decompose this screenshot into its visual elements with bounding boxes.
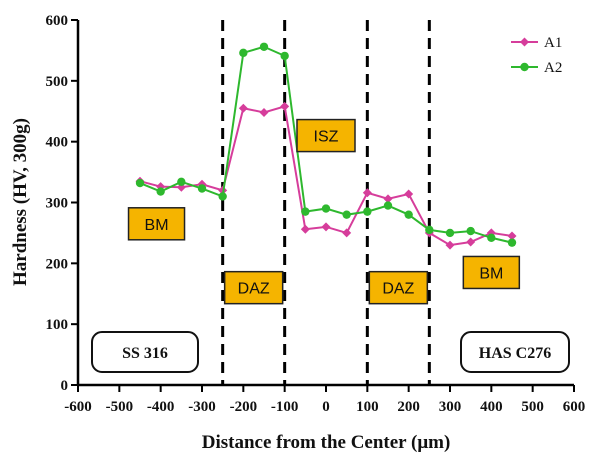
zone-label-box — [368, 270, 429, 305]
series-layer — [135, 42, 517, 250]
material-label-text: HAS C276 — [479, 345, 551, 362]
legend-item-a2: A2 — [511, 60, 562, 76]
material-label-text: SS 316 — [122, 345, 168, 362]
y-tick-label: 500 — [46, 74, 69, 90]
y-tick-label: 0 — [61, 378, 69, 394]
y-tick-label: 600 — [46, 13, 69, 29]
legend-label: A1 — [544, 35, 562, 51]
data-point — [383, 194, 393, 204]
x-tick-label: 200 — [397, 399, 420, 415]
x-tick-label: 600 — [563, 399, 586, 415]
data-point — [425, 225, 434, 235]
y-tick-label: 300 — [46, 196, 69, 212]
data-point — [507, 238, 517, 247]
data-point — [301, 207, 310, 216]
data-point — [259, 42, 269, 51]
y-axis-title: Hardness (HV, 300g) — [10, 118, 31, 286]
zone-boundary-lines — [221, 20, 431, 385]
zone-label-text: BM — [145, 217, 169, 234]
zone-label-text: DAZ — [238, 281, 270, 298]
x-tick-label: -500 — [106, 399, 134, 415]
zone-labels: BM DAZ ISZ DAZ BM — [127, 118, 521, 305]
legend-item-a1: A1 — [511, 35, 562, 51]
data-point — [342, 210, 351, 219]
data-point — [280, 101, 290, 111]
x-tick-label: -300 — [188, 399, 216, 415]
zone-label-daz: DAZ — [368, 270, 429, 305]
y-axis-ticks: 0 100 200 300 400 500 600 — [46, 13, 78, 394]
data-point — [466, 237, 476, 247]
zone-label-text: DAZ — [382, 281, 414, 298]
data-point — [342, 228, 352, 238]
x-tick-label: 400 — [480, 399, 503, 415]
material-label-left: SS 316 — [91, 331, 199, 373]
x-tick-label: -200 — [230, 399, 258, 415]
zone-label-text: BM — [479, 265, 503, 282]
material-label-box — [91, 331, 199, 373]
y-tick-label: 100 — [46, 317, 69, 333]
data-point — [487, 233, 496, 242]
data-point — [280, 51, 289, 61]
data-point — [321, 222, 331, 232]
zone-label-box — [127, 207, 186, 241]
x-tick-label: 0 — [322, 399, 330, 415]
data-point — [445, 240, 455, 250]
x-axis-ticks: -600 -500 -400 -300 -200 -100 0 100 200 300 400 500… — [64, 385, 585, 415]
zone-label-text: ISZ — [314, 129, 339, 146]
x-tick-label: -600 — [64, 399, 92, 415]
y-tick-label: 400 — [46, 135, 69, 151]
zone-label-box — [462, 255, 521, 290]
data-point — [321, 204, 331, 213]
data-point — [363, 207, 372, 216]
legend-label: A2 — [544, 60, 562, 76]
data-point — [197, 184, 207, 193]
zone-label-box — [296, 118, 356, 153]
x-tick-label: -100 — [271, 399, 299, 415]
data-point — [259, 107, 269, 117]
data-point — [362, 188, 372, 198]
data-point — [445, 228, 455, 238]
zone-label-daz: DAZ — [223, 270, 284, 305]
x-tick-label: 100 — [356, 399, 379, 415]
material-labels: SS 316 HAS C276 — [91, 331, 570, 373]
data-point — [239, 48, 248, 58]
material-label-box — [460, 331, 570, 373]
data-point — [466, 226, 475, 236]
zone-label-box — [223, 270, 284, 305]
zone-label-isz: ISZ — [296, 118, 356, 153]
x-tick-label: 500 — [521, 399, 544, 415]
data-point — [135, 178, 145, 188]
data-point — [300, 224, 310, 234]
y-tick-label: 200 — [46, 256, 69, 272]
x-axis-title: Distance from the Center (μm) — [202, 432, 451, 453]
data-point — [383, 201, 393, 210]
zone-label-bm: BM — [462, 255, 521, 290]
data-point — [507, 231, 517, 241]
legend-marker — [520, 62, 529, 72]
data-point — [404, 210, 413, 219]
data-point — [156, 187, 165, 196]
legend-marker — [520, 37, 529, 47]
series-a2 — [135, 42, 517, 247]
legend: A1 A2 — [511, 35, 562, 76]
data-point — [238, 103, 248, 113]
data-point — [218, 192, 227, 201]
x-tick-label: 300 — [439, 399, 462, 415]
x-tick-label: -400 — [147, 399, 175, 415]
zone-label-bm: BM — [127, 207, 186, 241]
data-point — [404, 189, 414, 199]
data-point — [177, 177, 186, 187]
material-label-right: HAS C276 — [460, 331, 570, 373]
